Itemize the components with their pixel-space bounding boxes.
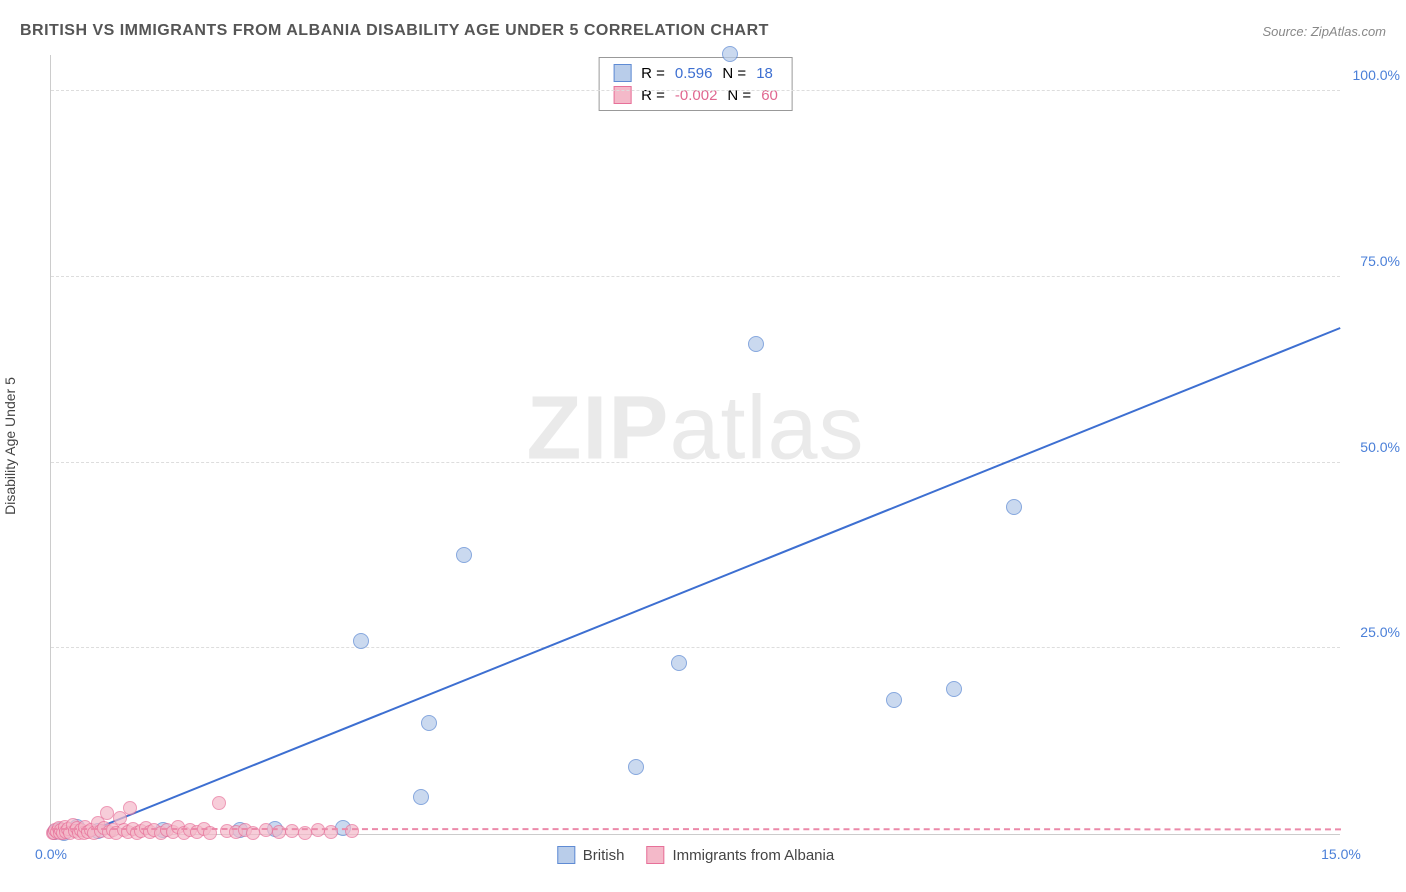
n-value: 18 — [756, 65, 773, 82]
scatter-point — [748, 336, 764, 352]
scatter-point — [413, 789, 429, 805]
scatter-point — [324, 825, 338, 839]
scatter-point — [212, 796, 226, 810]
legend-item-british: British — [557, 846, 625, 864]
scatter-point — [123, 801, 137, 815]
r-label: R = — [641, 65, 665, 82]
scatter-point — [456, 547, 472, 563]
gridline — [51, 90, 1340, 91]
scatter-plot-area: ZIPatlas R = 0.596 N = 18 R = -0.002 N =… — [50, 55, 1340, 835]
scatter-point — [671, 655, 687, 671]
swatch-british — [613, 64, 631, 82]
scatter-point — [285, 824, 299, 838]
watermark-rest: atlas — [669, 378, 864, 478]
r-value: -0.002 — [675, 87, 718, 104]
scatter-point — [353, 633, 369, 649]
scatter-point — [100, 806, 114, 820]
scatter-point — [421, 715, 437, 731]
watermark: ZIPatlas — [526, 377, 864, 480]
n-label: N = — [722, 65, 746, 82]
gridline — [51, 647, 1340, 648]
scatter-point — [886, 692, 902, 708]
chart-title: BRITISH VS IMMIGRANTS FROM ALBANIA DISAB… — [20, 22, 769, 40]
scatter-point — [722, 46, 738, 62]
r-value: 0.596 — [675, 65, 713, 82]
gridline — [51, 462, 1340, 463]
scatter-point — [272, 825, 286, 839]
scatter-point — [311, 823, 325, 837]
y-tick-label: 75.0% — [1345, 253, 1400, 269]
scatter-point — [628, 759, 644, 775]
x-tick-label: 0.0% — [35, 846, 67, 862]
legend-item-albania: Immigrants from Albania — [646, 846, 834, 864]
legend-row-british: R = 0.596 N = 18 — [599, 62, 792, 84]
y-tick-label: 25.0% — [1345, 624, 1400, 640]
x-tick-label: 15.0% — [1321, 846, 1361, 862]
n-value: 60 — [761, 87, 778, 104]
series-legend: British Immigrants from Albania — [557, 846, 834, 864]
watermark-bold: ZIP — [526, 378, 669, 478]
legend-label: Immigrants from Albania — [672, 847, 834, 864]
gridline — [51, 276, 1340, 277]
trend-line — [85, 327, 1341, 834]
y-tick-label: 100.0% — [1345, 67, 1400, 83]
trend-line — [51, 828, 1341, 830]
correlation-legend: R = 0.596 N = 18 R = -0.002 N = 60 — [598, 57, 793, 111]
y-tick-label: 50.0% — [1345, 439, 1400, 455]
swatch-british — [557, 846, 575, 864]
n-label: N = — [727, 87, 751, 104]
source-attribution: Source: ZipAtlas.com — [1262, 24, 1386, 39]
scatter-point — [946, 681, 962, 697]
scatter-point — [1006, 499, 1022, 515]
r-label: R = — [641, 87, 665, 104]
scatter-point — [259, 823, 273, 837]
legend-row-albania: R = -0.002 N = 60 — [599, 84, 792, 106]
scatter-point — [345, 824, 359, 838]
swatch-albania — [646, 846, 664, 864]
y-axis-label: Disability Age Under 5 — [2, 377, 18, 515]
swatch-albania — [613, 86, 631, 104]
legend-label: British — [583, 847, 625, 864]
